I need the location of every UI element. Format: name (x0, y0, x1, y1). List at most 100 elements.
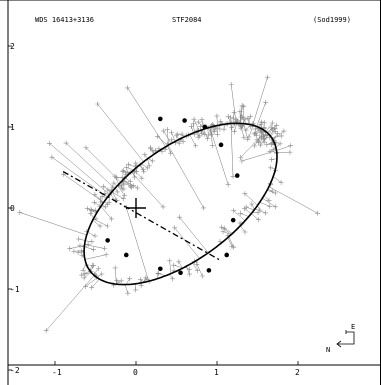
observation-point (274, 122, 279, 128)
observation-point (257, 128, 263, 134)
orbit-group (62, 122, 278, 286)
observation-point (60, 171, 66, 177)
residual-line (240, 225, 246, 233)
residual-line (228, 236, 234, 248)
observation-point (92, 233, 98, 239)
observation-point (197, 133, 203, 139)
observation-point (124, 165, 129, 171)
observation-point (114, 278, 120, 284)
residual-line (234, 123, 237, 132)
residual-line (49, 143, 110, 195)
observation-point (267, 149, 273, 155)
observation-point (128, 183, 133, 189)
residual-line (193, 119, 200, 131)
residual-line (244, 208, 252, 214)
star-name: STF2084 (172, 16, 202, 24)
observation-point (220, 229, 226, 234)
observation-point (91, 199, 97, 205)
x-tick-label: 1 (214, 368, 219, 377)
observation-point (105, 201, 111, 207)
observation-point (67, 246, 73, 252)
observation-point (81, 275, 87, 281)
predicted-position-dot (178, 270, 183, 276)
residual-line (240, 131, 266, 158)
predicted-position-dot (123, 252, 129, 258)
predicted-position-dot (234, 173, 240, 178)
residual-line (186, 266, 190, 275)
observation-point (231, 244, 237, 250)
observation-point (272, 126, 278, 132)
residual-line (109, 193, 116, 201)
observation-point (95, 266, 101, 271)
observation-point (287, 149, 293, 155)
observation-point (93, 216, 99, 222)
residual-line (87, 232, 96, 237)
observation-point (83, 145, 89, 151)
observation-point (114, 189, 120, 195)
observation-point (179, 131, 185, 137)
observation-point (120, 169, 126, 175)
observation-point (132, 174, 138, 180)
residual-line (83, 271, 92, 279)
observation-point (174, 131, 180, 137)
predicted-position-dot (218, 142, 224, 148)
residual-line (65, 142, 115, 189)
observation-point (195, 268, 200, 274)
residual-line (85, 147, 121, 183)
observation-point (171, 262, 177, 268)
observation-point (269, 140, 275, 146)
residual-line (94, 194, 104, 203)
observation-point (219, 224, 224, 230)
y-tick-label: 1 (10, 123, 15, 132)
residual-line (254, 208, 266, 214)
observation-point (268, 157, 274, 163)
observation-point (251, 131, 257, 137)
observation-point (272, 190, 278, 196)
residual-line (114, 267, 117, 285)
observation-point (233, 117, 239, 123)
observation-point (191, 116, 197, 122)
compass-east-label: E (351, 323, 355, 331)
observation-point (97, 223, 103, 229)
predicted-position-dot (206, 268, 212, 273)
observation-point (118, 278, 124, 284)
observation-point (82, 271, 88, 277)
residual-line (230, 84, 237, 124)
residual-line (84, 246, 94, 250)
observation-point (269, 125, 275, 130)
residual-line (126, 167, 134, 171)
observation-point (243, 127, 249, 133)
observation-point (249, 201, 255, 207)
residual-line (191, 126, 194, 133)
observation-point (63, 140, 69, 146)
observation-point (214, 113, 220, 119)
residual-line (263, 195, 270, 201)
residual-line (131, 171, 164, 208)
residual-line (233, 210, 246, 221)
observation-point (187, 271, 192, 277)
observation-point (272, 204, 278, 210)
observation-point (231, 129, 237, 135)
y-tick-label: 0 (10, 204, 15, 213)
residual-line (270, 131, 276, 137)
y-axis-ticks: 2 1 0 -1 -2 (8, 42, 20, 375)
observation-point (88, 210, 94, 216)
observation-point (170, 276, 176, 282)
observation-point (252, 143, 257, 149)
residual-line (127, 87, 166, 147)
residual-line (171, 132, 176, 142)
observation-point (230, 116, 236, 121)
residual-line (248, 125, 254, 138)
observation-point (205, 136, 210, 142)
observation-point (258, 135, 264, 141)
residual-line (263, 133, 269, 143)
residual-line (169, 274, 173, 279)
observation-point (145, 165, 151, 171)
observation-point (97, 196, 103, 202)
observation-point (252, 130, 258, 136)
observation-point (265, 74, 270, 80)
observation-point (123, 171, 129, 177)
observation-point (266, 197, 272, 203)
observation-point (193, 143, 199, 149)
observation-point (112, 265, 118, 271)
